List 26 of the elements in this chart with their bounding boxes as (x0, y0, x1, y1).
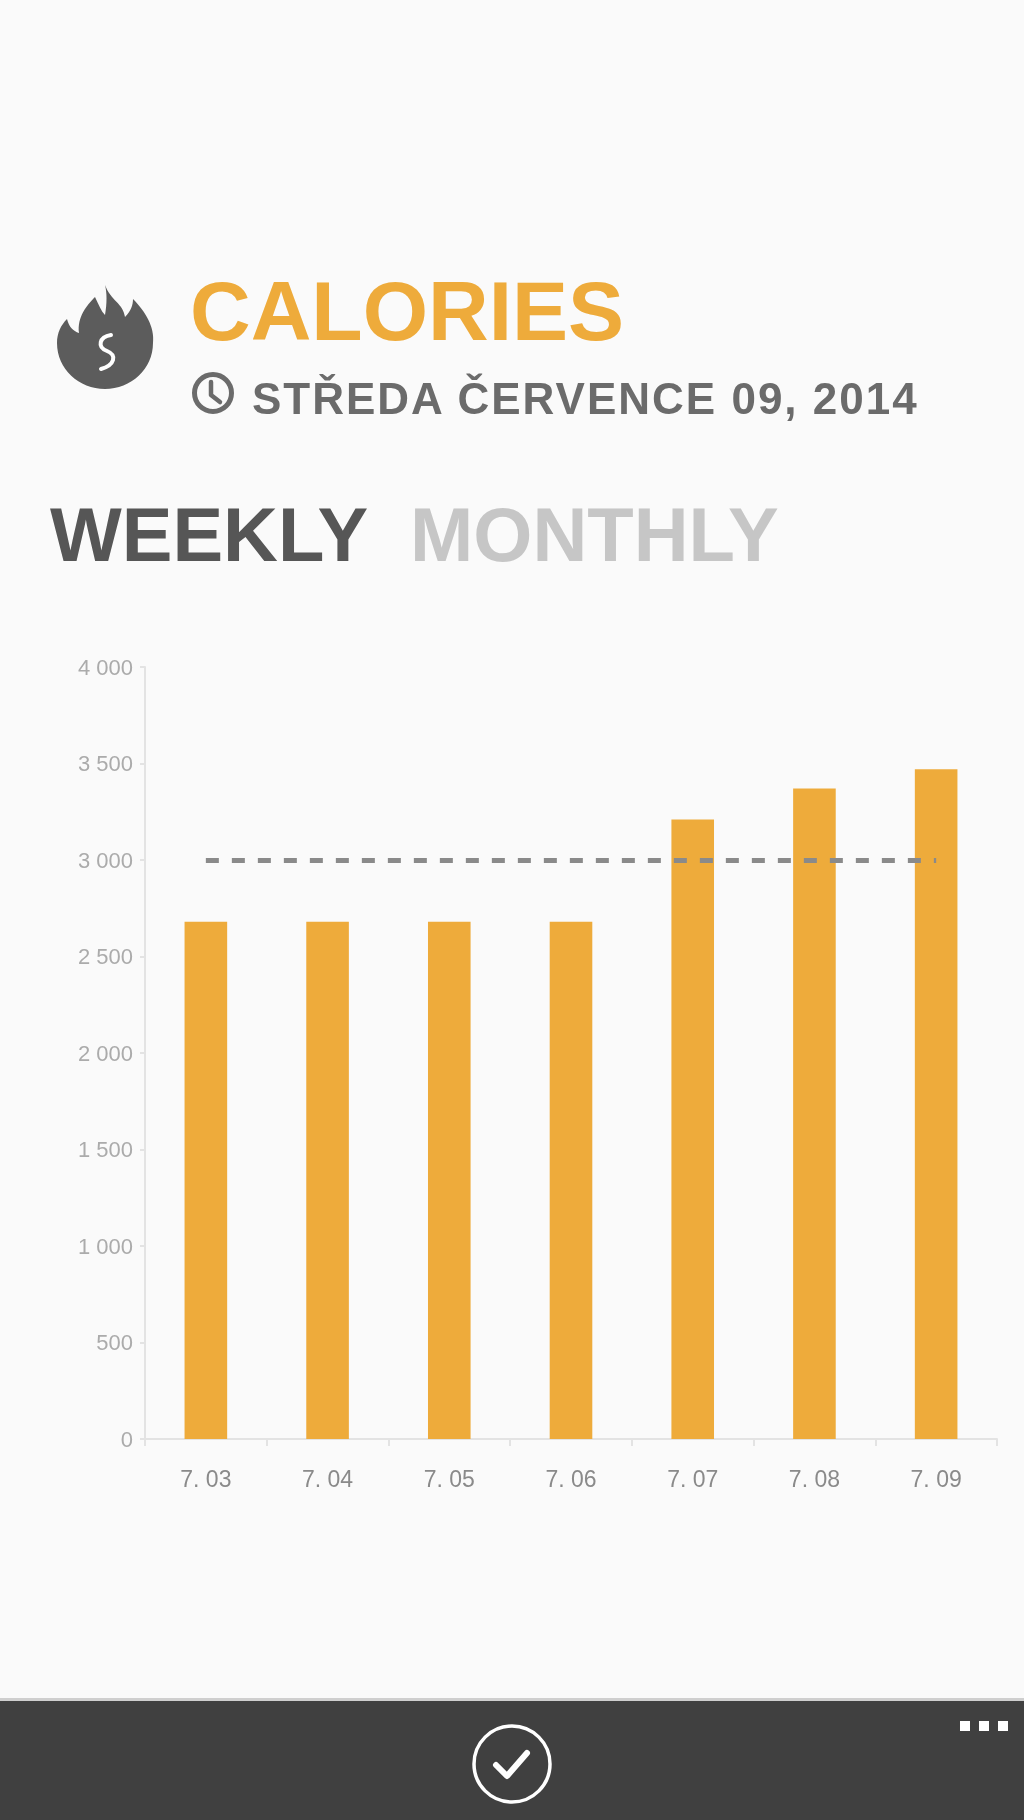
y-tick-label: 1 500 (77, 1137, 133, 1162)
bar (914, 769, 958, 1439)
chart-subtitle: STŘEDA ČERVENCE 09, 2014 (252, 374, 919, 423)
x-tick-label: 7. 09 (910, 1465, 962, 1492)
x-tick-label: 7. 07 (667, 1465, 719, 1492)
text: WEEKLY (50, 492, 369, 577)
x-tick-label: 7. 03 (180, 1465, 232, 1492)
y-tick-label: 3 500 (77, 751, 133, 776)
y-tick-label: 2 500 (77, 944, 133, 969)
bar (549, 921, 593, 1439)
y-tick-label: 2 000 (77, 1040, 133, 1066)
bar (793, 788, 836, 1439)
x-tick-label: 7. 06 (545, 1465, 597, 1492)
y-tick-label: 3 000 (77, 847, 133, 873)
y-tick-label: 0 (120, 1426, 133, 1452)
bar (306, 921, 349, 1439)
x-tick-label: 7. 04 (301, 1465, 354, 1492)
y-tick-label: 1 000 (77, 1233, 133, 1259)
x-tick-label: 7. 05 (423, 1465, 475, 1492)
x-tick-label: 7. 08 (788, 1465, 841, 1492)
bar (671, 819, 715, 1439)
bar (427, 921, 471, 1439)
bar (184, 921, 228, 1439)
chart-title: CALORIES (190, 264, 625, 358)
y-tick-label: 4 000 (77, 654, 133, 680)
y-tick-label: 500 (96, 1330, 133, 1355)
